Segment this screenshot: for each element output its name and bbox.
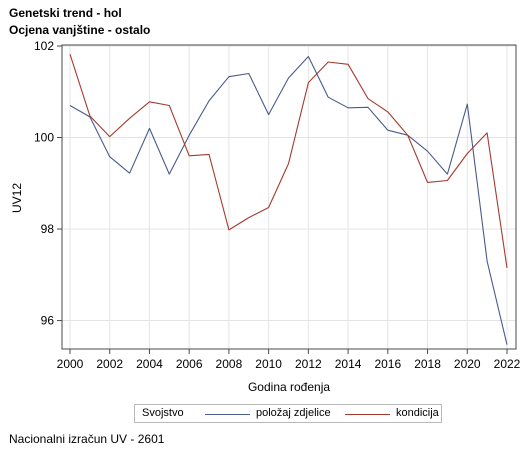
x-tick-label: 2014 bbox=[335, 357, 362, 371]
x-tick-label: 2002 bbox=[96, 357, 123, 371]
x-tick-label: 2016 bbox=[374, 357, 401, 371]
legend-title: Svojstvo bbox=[142, 407, 184, 419]
x-axis-label: Godina rođenja bbox=[248, 380, 330, 394]
series-lines bbox=[69, 54, 508, 345]
x-tick-label: 2008 bbox=[216, 357, 243, 371]
legend-swatch-series-1 bbox=[205, 414, 250, 415]
x-tick-label: 2012 bbox=[295, 357, 322, 371]
chart-title: Genetski trend - hol bbox=[9, 6, 122, 20]
legend-label-series-2: kondicija bbox=[396, 407, 439, 419]
x-tick-label: 2022 bbox=[494, 357, 521, 371]
y-tick-label: 98 bbox=[41, 222, 55, 236]
series-line-1 bbox=[69, 55, 508, 345]
y-tick-label: 102 bbox=[34, 39, 54, 53]
x-tick-label: 2010 bbox=[255, 357, 282, 371]
legend-label-series-1: položaj zdjelice bbox=[256, 407, 331, 419]
series-line-2 bbox=[69, 54, 508, 268]
footnote: Nacionalni izračun UV - 2601 bbox=[9, 432, 165, 446]
chart-legend: Svojstvo položaj zdjelice kondicija bbox=[134, 404, 442, 423]
y-axis-label: UV12 bbox=[10, 183, 24, 213]
chart-subtitle: Ocjena vanjštine - ostalo bbox=[9, 23, 151, 37]
grid-lines bbox=[62, 45, 516, 349]
plot-area-frame bbox=[61, 44, 517, 350]
x-tick-label: 2006 bbox=[176, 357, 203, 371]
y-tick-label: 100 bbox=[34, 131, 54, 145]
x-tick-label: 2000 bbox=[57, 357, 84, 371]
x-tick-label: 2020 bbox=[454, 357, 481, 371]
line-chart: 2000 2002 2004 2006 2008 2010 2012 2014 2016 2018… bbox=[10, 39, 521, 394]
y-tick-label: 96 bbox=[41, 314, 55, 328]
axes: 2000 2002 2004 2006 2008 2010 2012 2014 2016 2018… bbox=[34, 39, 521, 371]
x-tick-label: 2018 bbox=[414, 357, 441, 371]
x-tick-label: 2004 bbox=[136, 357, 163, 371]
legend-swatch-series-2 bbox=[345, 414, 390, 415]
